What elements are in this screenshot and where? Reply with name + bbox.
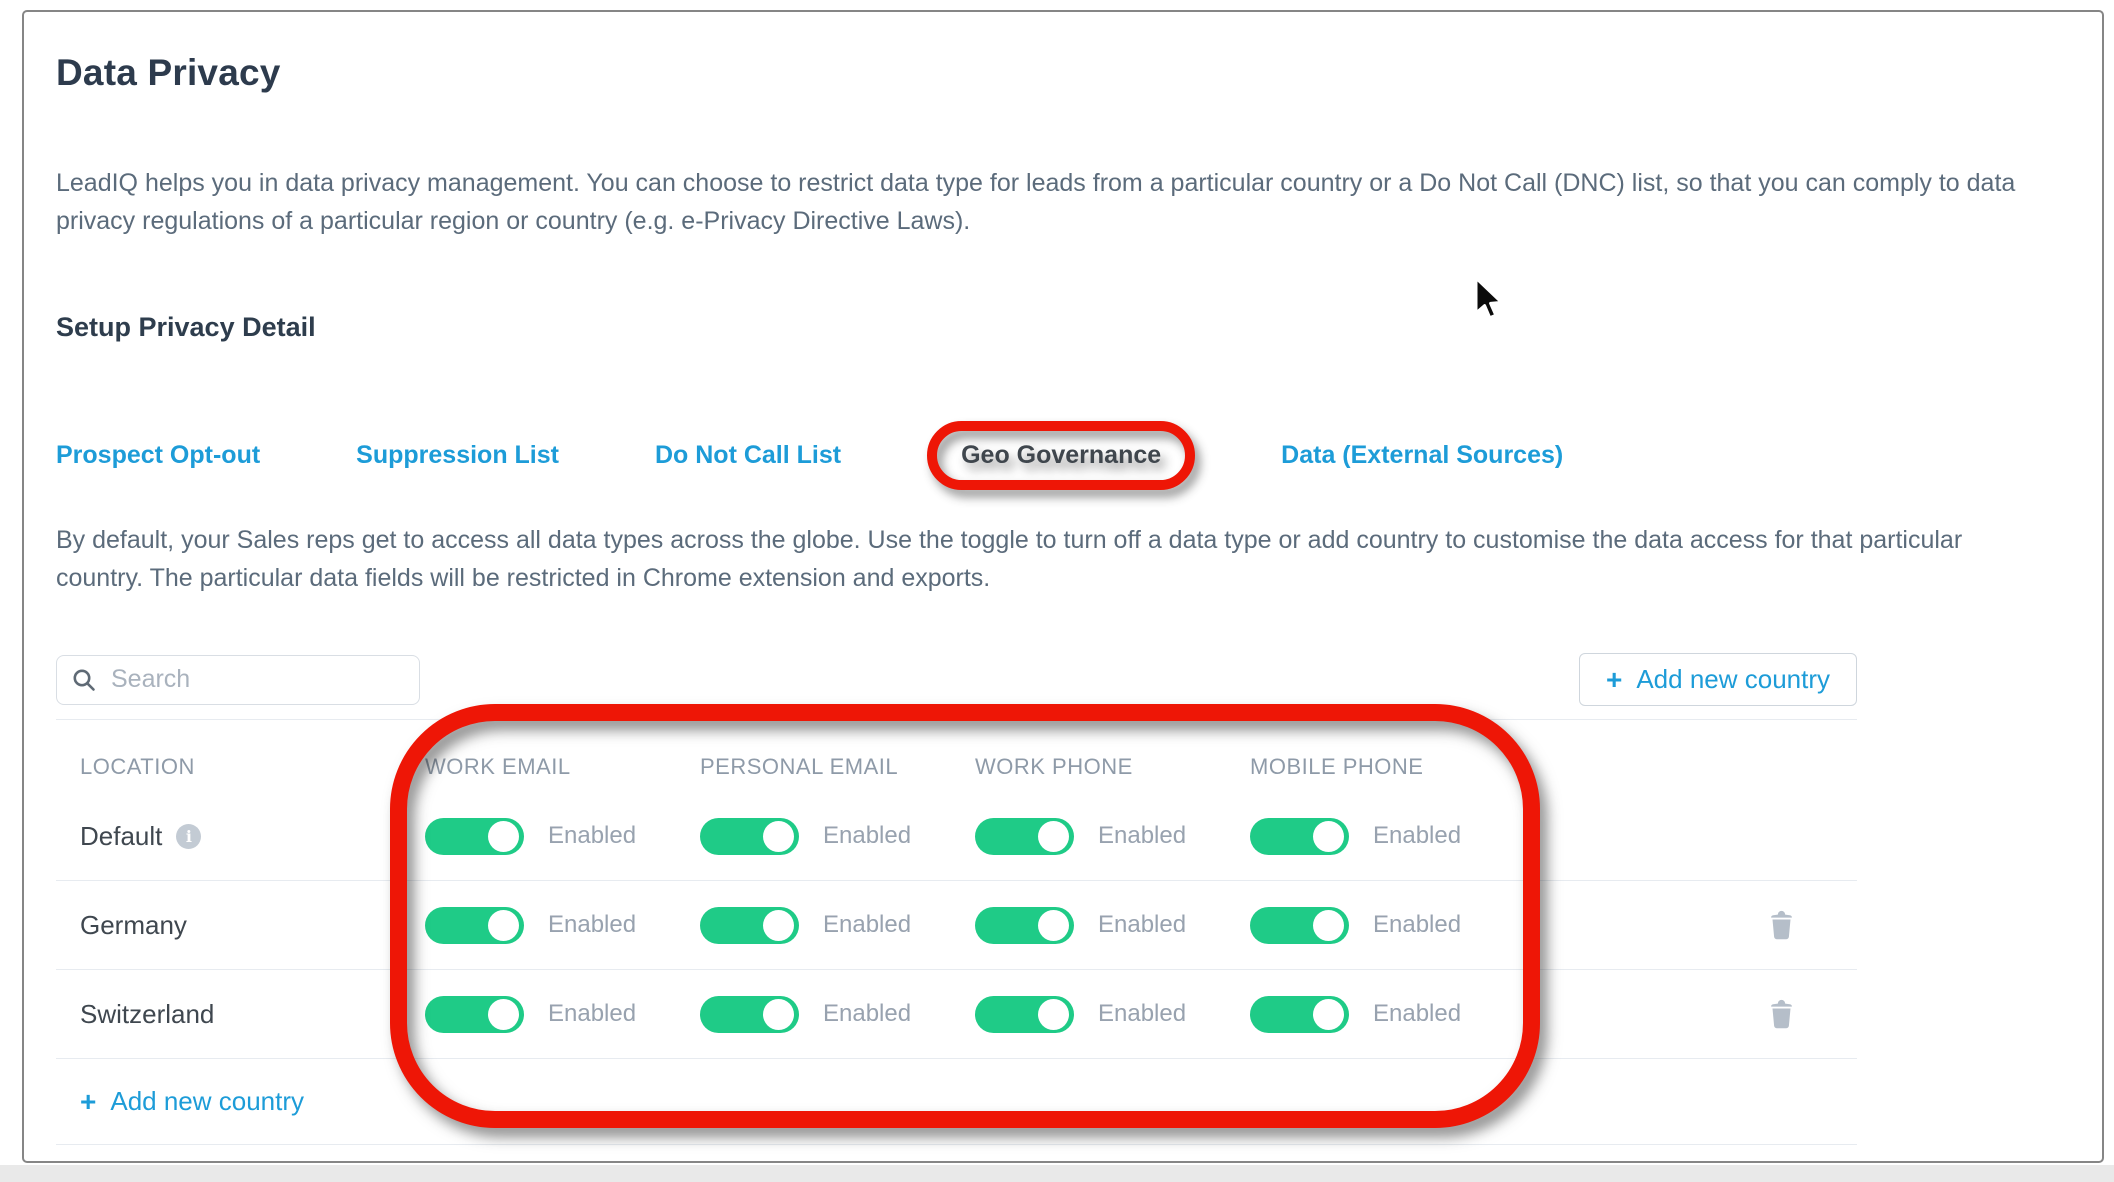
toggle-personal-email[interactable] xyxy=(700,995,799,1033)
toggle-knob xyxy=(763,909,794,941)
toggle-knob xyxy=(488,909,519,941)
toggle-work-phone[interactable] xyxy=(975,906,1074,944)
toggle-work-email[interactable] xyxy=(425,995,524,1033)
tab-data-external-sources[interactable]: Data (External Sources) xyxy=(1281,440,1564,469)
toggle-state-label: Enabled xyxy=(1098,1000,1187,1027)
location-cell: Switzerland xyxy=(56,999,425,1030)
add-new-country-button-label: Add new country xyxy=(1636,664,1830,694)
toggle-knob xyxy=(1313,820,1344,852)
table-toolbar: + Add new country xyxy=(56,653,1857,706)
toggle-knob xyxy=(1038,820,1069,852)
toggle-knob xyxy=(1313,909,1344,941)
location-label: Switzerland xyxy=(80,998,215,1029)
location-cell: Germany xyxy=(56,910,425,941)
add-new-country-link[interactable]: + Add new country xyxy=(80,1086,304,1117)
location-label: Germany xyxy=(80,909,187,940)
window-bottom-edge xyxy=(0,1165,2114,1182)
column-header-personal-email: PERSONAL EMAIL xyxy=(700,754,899,779)
data-privacy-panel: Data Privacy LeadIQ helps you in data pr… xyxy=(22,10,2104,1163)
toggle-knob xyxy=(763,998,794,1030)
toggle-work-phone[interactable] xyxy=(975,995,1074,1033)
page-title: Data Privacy xyxy=(56,52,281,93)
plus-icon: + xyxy=(80,1085,97,1117)
toggle-state-label: Enabled xyxy=(548,1000,637,1027)
column-header-location: LOCATION xyxy=(80,754,195,779)
toggle-state-label: Enabled xyxy=(823,822,912,849)
toggle-knob xyxy=(488,820,519,852)
add-new-country-button[interactable]: + Add new country xyxy=(1578,653,1857,706)
tab-suppression-list[interactable]: Suppression List xyxy=(356,440,559,469)
toggle-knob xyxy=(1038,998,1069,1030)
toggle-work-phone[interactable] xyxy=(975,817,1074,855)
table-header-row: LOCATION WORK EMAIL PERSONAL EMAIL WORK … xyxy=(56,720,1857,792)
toggle-knob xyxy=(1313,998,1344,1030)
geo-governance-description: By default, your Sales reps get to acces… xyxy=(56,526,1963,592)
table-row-germany: Germany Enabled Enabled Enabled Enabled xyxy=(56,881,1857,970)
toggle-work-email[interactable] xyxy=(425,817,524,855)
toggle-state-label: Enabled xyxy=(548,911,637,938)
info-icon[interactable]: i xyxy=(176,823,202,849)
annotation-geo-governance-ring: Geo Governance xyxy=(927,420,1196,490)
toggle-state-label: Enabled xyxy=(1373,1000,1462,1027)
toggle-mobile-phone[interactable] xyxy=(1250,817,1349,855)
tab-prospect-opt-out[interactable]: Prospect Opt-out xyxy=(56,440,261,469)
add-new-country-link-label: Add new country xyxy=(110,1086,305,1116)
toggle-state-label: Enabled xyxy=(1373,822,1462,849)
toggle-state-label: Enabled xyxy=(1373,911,1462,938)
toggle-state-label: Enabled xyxy=(1098,911,1187,938)
search-box[interactable] xyxy=(56,654,420,705)
search-input[interactable] xyxy=(109,664,405,695)
column-header-work-phone: WORK PHONE xyxy=(975,754,1133,779)
delete-country-button[interactable] xyxy=(1768,999,1795,1030)
toggle-state-label: Enabled xyxy=(1098,822,1187,849)
toggle-state-label: Enabled xyxy=(823,911,912,938)
toggle-personal-email[interactable] xyxy=(700,817,799,855)
privacy-tabs: Prospect Opt-out Suppression List Do Not… xyxy=(56,420,2102,490)
toggle-state-label: Enabled xyxy=(548,822,637,849)
toggle-knob xyxy=(1038,909,1069,941)
toggle-state-label: Enabled xyxy=(823,1000,912,1027)
column-header-mobile-phone: MOBILE PHONE xyxy=(1250,754,1424,779)
trash-icon xyxy=(1771,999,1792,1028)
toggle-knob xyxy=(763,820,794,852)
table-footer: + Add new country xyxy=(56,1059,1857,1145)
delete-country-button[interactable] xyxy=(1768,910,1795,941)
location-cell: Default i xyxy=(56,821,425,852)
table-row-switzerland: Switzerland Enabled Enabled Enabled Enab… xyxy=(56,970,1857,1059)
table-row-default: Default i Enabled Enabled Enabled Enable… xyxy=(56,792,1857,881)
column-header-work-email: WORK EMAIL xyxy=(425,754,571,779)
toggle-work-email[interactable] xyxy=(425,906,524,944)
toggle-personal-email[interactable] xyxy=(700,906,799,944)
tab-geo-governance[interactable]: Geo Governance xyxy=(961,440,1162,469)
trash-icon xyxy=(1771,910,1792,939)
toggle-mobile-phone[interactable] xyxy=(1250,906,1349,944)
intro-text: LeadIQ helps you in data privacy managem… xyxy=(56,169,2016,235)
plus-icon: + xyxy=(1605,663,1623,695)
toggle-mobile-phone[interactable] xyxy=(1250,995,1349,1033)
section-title: Setup Privacy Detail xyxy=(56,312,316,342)
tab-do-not-call-list[interactable]: Do Not Call List xyxy=(654,440,842,469)
toggle-knob xyxy=(488,998,519,1030)
location-label: Default xyxy=(80,820,163,851)
search-icon xyxy=(73,669,95,691)
